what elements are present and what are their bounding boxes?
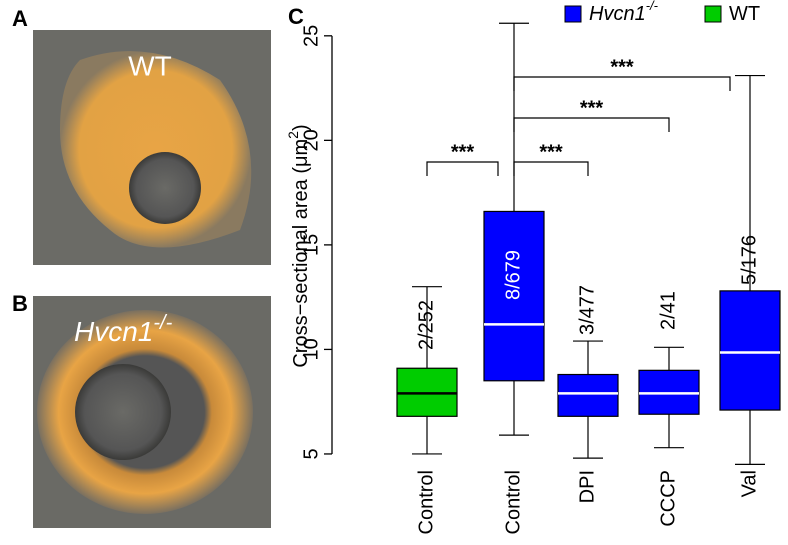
caption-text: Hvcn1 <box>74 316 153 347</box>
y-label-text: Cross−sectional area (μm <box>290 139 312 368</box>
y-tick-label: 10 <box>300 338 322 360</box>
y-tick-label: 20 <box>300 129 322 151</box>
x-tick-label: DPI <box>576 470 598 503</box>
panel-label: C <box>288 4 304 29</box>
count-label: 5/176 <box>738 235 760 285</box>
count-label: 2/41 <box>657 291 679 330</box>
significance-bracket <box>426 161 499 176</box>
count-label: 3/477 <box>576 285 598 335</box>
y-label-sup: 2 <box>285 131 301 139</box>
caption-sup: -/- <box>153 312 172 334</box>
significance-label: *** <box>610 56 634 78</box>
legend-label: Hvcn1-/- <box>589 0 659 25</box>
legend-swatch <box>564 5 582 23</box>
box-group: 3/477 <box>557 285 619 459</box>
legend-swatch <box>704 5 722 23</box>
box <box>483 210 545 382</box>
x-tick-label: Control <box>502 470 524 534</box>
legend-sup: -/- <box>646 0 659 13</box>
x-tick-label: Control <box>415 470 437 534</box>
legend-label: WT <box>729 3 760 25</box>
box <box>719 290 781 411</box>
box-group: 5/176 <box>719 74 781 466</box>
legend-text: WT <box>729 3 760 25</box>
box-group: 2/41 <box>638 291 700 449</box>
significance-bracket <box>513 161 589 176</box>
image-caption: Hvcn1-/- <box>74 312 173 347</box>
micrograph-b <box>33 296 271 528</box>
image-caption: WT <box>128 50 172 81</box>
micrograph-a <box>33 30 271 265</box>
x-tick-label: Val <box>738 470 760 497</box>
significance-label: *** <box>580 97 604 119</box>
box-group: 8/679 <box>483 22 545 436</box>
y-tick-label: 25 <box>300 25 322 47</box>
significance-bracket <box>513 117 670 132</box>
legend-text: Hvcn1 <box>589 3 646 25</box>
x-tick-label: CCCP <box>657 470 679 527</box>
y-tick-label: 5 <box>300 448 322 459</box>
count-label: 8/679 <box>502 250 524 300</box>
count-label: 2/252 <box>415 300 437 350</box>
y-tick-label: 15 <box>300 234 322 256</box>
y-label-end: ) <box>290 124 312 131</box>
significance-label: *** <box>451 141 475 163</box>
box <box>557 373 619 417</box>
box-group: 2/252 <box>396 286 458 455</box>
panel-label: A <box>12 6 28 31</box>
significance-bracket <box>513 76 731 91</box>
y-axis-label: Cross−sectional area (μm2) <box>285 124 313 367</box>
significance-label: *** <box>539 141 563 163</box>
panel-label: B <box>12 291 28 316</box>
